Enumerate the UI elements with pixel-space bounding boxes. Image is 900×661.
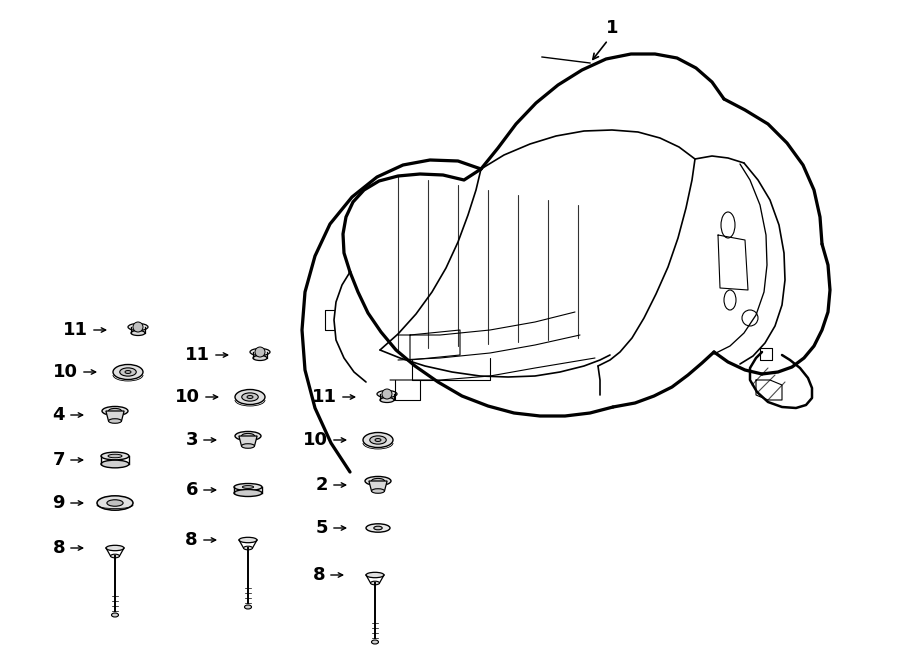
Ellipse shape <box>120 368 136 376</box>
Ellipse shape <box>365 477 391 486</box>
Ellipse shape <box>363 432 393 447</box>
Text: 3: 3 <box>185 431 198 449</box>
Ellipse shape <box>239 537 257 543</box>
Ellipse shape <box>241 444 255 448</box>
Text: 10: 10 <box>303 431 328 449</box>
Ellipse shape <box>371 581 380 585</box>
Ellipse shape <box>131 330 145 336</box>
Ellipse shape <box>101 452 129 460</box>
Ellipse shape <box>113 364 143 379</box>
Ellipse shape <box>247 395 253 399</box>
Ellipse shape <box>234 483 262 490</box>
Ellipse shape <box>366 524 390 532</box>
Text: 5: 5 <box>316 519 328 537</box>
Ellipse shape <box>244 546 253 550</box>
Text: 11: 11 <box>312 388 337 406</box>
Text: 10: 10 <box>53 363 78 381</box>
Circle shape <box>382 389 392 399</box>
Ellipse shape <box>234 490 262 496</box>
Ellipse shape <box>241 434 255 439</box>
Polygon shape <box>106 411 124 421</box>
Text: 8: 8 <box>185 531 198 549</box>
Text: 2: 2 <box>316 476 328 494</box>
Ellipse shape <box>242 486 254 488</box>
Text: 10: 10 <box>175 388 200 406</box>
Ellipse shape <box>102 407 128 416</box>
Ellipse shape <box>253 356 267 360</box>
Ellipse shape <box>370 436 386 444</box>
Text: 4: 4 <box>52 406 65 424</box>
Text: 1: 1 <box>606 19 618 37</box>
Ellipse shape <box>125 371 131 373</box>
Circle shape <box>255 347 265 357</box>
Text: 9: 9 <box>52 494 65 512</box>
Ellipse shape <box>107 500 123 506</box>
Ellipse shape <box>111 554 120 558</box>
Circle shape <box>133 322 143 332</box>
Ellipse shape <box>374 526 382 530</box>
Ellipse shape <box>366 572 384 578</box>
Ellipse shape <box>109 408 122 414</box>
Text: 11: 11 <box>63 321 88 339</box>
Ellipse shape <box>372 488 384 493</box>
Ellipse shape <box>235 432 261 440</box>
Polygon shape <box>369 481 387 491</box>
Ellipse shape <box>128 323 148 330</box>
Polygon shape <box>238 436 257 446</box>
Text: 8: 8 <box>312 566 325 584</box>
Ellipse shape <box>375 438 381 442</box>
Ellipse shape <box>245 605 251 609</box>
Ellipse shape <box>112 613 119 617</box>
Ellipse shape <box>108 454 122 458</box>
Text: 6: 6 <box>185 481 198 499</box>
Ellipse shape <box>372 640 379 644</box>
Ellipse shape <box>101 460 129 468</box>
Text: 8: 8 <box>52 539 65 557</box>
Ellipse shape <box>250 348 270 356</box>
Ellipse shape <box>97 496 133 510</box>
Text: 11: 11 <box>185 346 210 364</box>
Ellipse shape <box>380 397 394 403</box>
Text: 7: 7 <box>52 451 65 469</box>
Ellipse shape <box>106 545 124 551</box>
Ellipse shape <box>377 391 397 397</box>
Ellipse shape <box>242 393 258 401</box>
Ellipse shape <box>109 418 122 423</box>
Ellipse shape <box>372 479 384 484</box>
Ellipse shape <box>235 389 265 405</box>
